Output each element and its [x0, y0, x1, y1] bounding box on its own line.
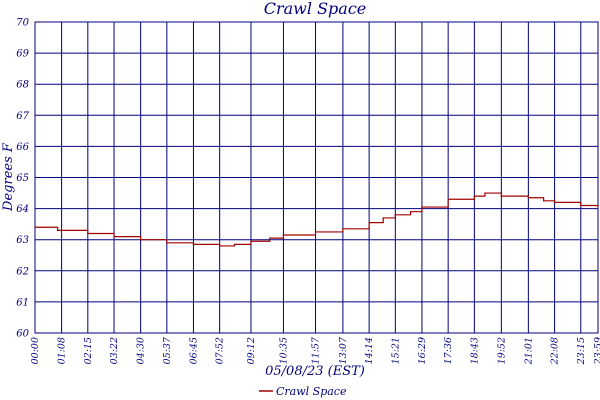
y-tick-label: 70	[16, 18, 29, 29]
data-point	[473, 195, 475, 197]
x-tick-labels: 00:00 01:08 02:15 03:22 04:30 05:37 06:45 07:52…	[30, 336, 600, 365]
data-point	[269, 237, 271, 239]
data-point	[409, 211, 412, 213]
data-point	[233, 243, 236, 245]
x-tick-label: 03:22	[109, 337, 120, 364]
data-point	[87, 232, 89, 235]
data-point	[282, 234, 285, 236]
x-tick-label: 22:08	[550, 337, 561, 365]
x-tick-label: 10:35	[278, 337, 289, 364]
data-point	[61, 229, 63, 231]
x-tick-label: 09:12	[246, 337, 257, 364]
y-tick-label: 68	[16, 80, 29, 91]
y-axis-label: Degrees F	[1, 142, 16, 212]
data-point	[543, 200, 545, 202]
data-point	[342, 228, 344, 230]
x-tick-label: 15:21	[390, 337, 401, 364]
data-point	[219, 245, 221, 247]
data-point	[597, 206, 599, 208]
data-point	[314, 231, 317, 233]
y-tick-label: 60	[16, 329, 29, 340]
y-tick-label: 63	[16, 235, 29, 246]
legend-label: Crawl Space	[276, 385, 347, 398]
x-tick-label: 02:15	[83, 337, 94, 364]
x-tick-label: 14:14	[364, 337, 375, 364]
x-axis-label: 05/08/23 (EST)	[265, 364, 365, 379]
data-point	[140, 239, 142, 241]
data-point	[113, 235, 115, 238]
data-point	[46, 226, 48, 228]
data-point	[57, 229, 59, 231]
data-point	[382, 217, 384, 219]
y-tick-labels: 60 61 62 63 64 65 66 67 68 69 70	[16, 18, 29, 340]
x-tick-label: 21:01	[523, 337, 534, 365]
x-tick-label: 16:29	[417, 337, 428, 364]
y-tick-label: 69	[16, 49, 29, 60]
y-tick-label: 62	[16, 266, 29, 277]
x-tick-label: 23:15	[576, 337, 587, 365]
data-point	[394, 214, 396, 216]
x-tick-label: 06:45	[188, 337, 199, 364]
data-point	[500, 195, 502, 197]
chart-title: Crawl Space	[264, 0, 367, 18]
x-tick-label: 05:37	[162, 336, 173, 364]
data-point	[368, 221, 370, 224]
y-tick-label: 64	[16, 204, 29, 215]
data-point	[527, 197, 529, 199]
x-tick-label: 13:07	[338, 336, 349, 364]
y-tick-label: 67	[16, 111, 29, 122]
x-tick-label: 04:30	[136, 337, 147, 364]
data-point	[421, 206, 423, 208]
legend: Crawl Space	[259, 385, 347, 398]
x-tick-label: 17:36	[443, 337, 454, 364]
x-tick-label: 07:52	[215, 337, 226, 364]
y-tick-label: 65	[16, 173, 29, 184]
x-tick-label: 19:52	[496, 337, 507, 364]
x-tick-label: 00:00	[30, 337, 41, 364]
data-point	[166, 242, 168, 244]
x-tick-label: 18:43	[469, 337, 480, 364]
y-tick-label: 61	[16, 297, 29, 308]
grid-lines	[34, 21, 599, 334]
y-tick-label: 66	[16, 142, 29, 153]
data-point	[484, 192, 486, 194]
data-point	[192, 243, 195, 245]
series-group	[34, 192, 599, 247]
data-point	[34, 226, 36, 228]
x-tick-label: 01:08	[57, 337, 68, 364]
data-point	[250, 240, 252, 242]
data-point	[580, 204, 582, 207]
x-tick-label: 11:57	[311, 336, 322, 364]
data-point	[447, 198, 449, 200]
data-point	[553, 201, 556, 203]
x-tick-label: 23:59	[593, 337, 600, 365]
